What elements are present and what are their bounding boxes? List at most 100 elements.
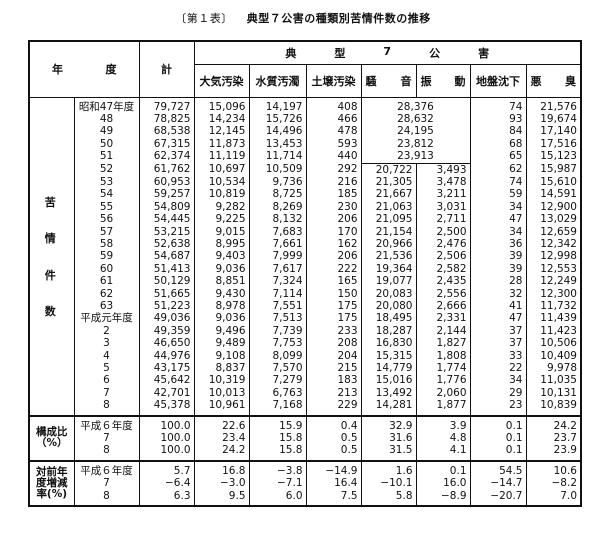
cell-year: 55 (73, 200, 140, 214)
cell-year: 50 (73, 137, 140, 151)
cell-air: 10,961 (193, 399, 250, 416)
cell-year: 49 (73, 125, 140, 138)
cell-subsidence: 29 (469, 386, 527, 400)
cell-noise: 18,287 (360, 324, 417, 338)
cell-vibration: 2,060 (415, 386, 471, 400)
cell-soil: 150 (305, 287, 362, 300)
header-subsidence: 地盤沈下 (469, 63, 527, 98)
cell-vibration: 1,827 (415, 337, 471, 350)
cell-soil: 216 (305, 175, 362, 189)
cell-total: 52,638 (138, 237, 195, 251)
cell-year: 53 (73, 175, 140, 189)
cell-subsidence: 41 (469, 300, 527, 313)
table-row: 56 54,445 9,225 8,132 206 21,095 2,711 47 13,029 (29, 213, 582, 226)
summary-cell-vibration: 3.9 4.8 4.1 (415, 414, 471, 462)
table-row: 61 50,129 8,851 7,324 165 19,077 2,435 28 12,249 (29, 275, 582, 288)
summary-value: −14.7 (490, 477, 523, 490)
summary-years: 平成６年度 7 8 (73, 414, 140, 462)
summary-value: −3.8 (277, 464, 303, 477)
table-row: 58 52,638 8,995 7,661 162 20,966 2,476 36 12,342 (29, 237, 582, 251)
cell-soil: 593 (305, 137, 362, 151)
header-soil: 土壌汚染 (305, 63, 362, 98)
summary-value: 24.2 (553, 419, 577, 432)
cell-soil: 213 (305, 386, 362, 400)
cell-water: 14,496 (248, 125, 307, 138)
summary-value: 0.1 (505, 444, 523, 457)
cell-soil: 165 (305, 275, 362, 288)
complaints-label-chars: 苦情件数 (30, 195, 71, 319)
cell-soil: 222 (305, 262, 362, 276)
cell-odor: 11,439 (525, 312, 582, 325)
cell-soil: 440 (305, 150, 362, 164)
cell-odor: 12,342 (525, 237, 582, 251)
summary-cell-soil: 0.4 0.5 0.5 (305, 414, 362, 462)
cell-vibration: 2,666 (415, 300, 471, 313)
table-row: 7 42,701 10,013 6,763 213 13,492 2,060 29 10,131 (29, 386, 582, 400)
cell-subsidence: 74 (469, 97, 527, 113)
header-water: 水質汚濁 (248, 63, 307, 98)
cell-soil: 208 (305, 337, 362, 350)
cell-vibration: 2,711 (415, 213, 471, 226)
cell-soil: 478 (305, 125, 362, 138)
cell-odor: 12,553 (525, 262, 582, 276)
table-number: 〔第１表〕 (175, 12, 233, 25)
cell-water: 7,617 (248, 262, 307, 276)
cell-subsidence: 36 (469, 237, 527, 251)
summary-cell-air: 16.8 −3.0 9.5 (193, 459, 250, 507)
cell-noise-vibration: 28,376 (360, 97, 471, 113)
summary-year: 平成６年度 (80, 419, 133, 432)
header-year: 年度 (28, 40, 140, 98)
cell-noise-vibration: 23,812 (360, 137, 471, 151)
cell-total: 54,809 (138, 200, 195, 214)
summary-value: 23.7 (553, 432, 577, 445)
summary-value: 22.6 (222, 419, 246, 432)
cell-water: 11,714 (248, 150, 307, 164)
cell-year: 48 (73, 112, 140, 126)
cell-total: 53,215 (138, 225, 195, 238)
complaints-label-char: 苦 (44, 195, 56, 209)
summary-value: −3.0 (220, 477, 246, 490)
cell-year: 63 (73, 300, 140, 313)
summary-value: −20.7 (490, 489, 523, 502)
header-group-char: 典 (285, 46, 297, 60)
header-noise-char: 音 (400, 74, 412, 88)
cell-air: 8,837 (193, 362, 250, 375)
summary-cell-subsidence: 0.1 0.1 0.1 (469, 414, 527, 462)
cell-odor: 11,423 (525, 324, 582, 338)
cell-air: 10,819 (193, 188, 250, 201)
cell-subsidence: 33 (469, 349, 527, 363)
cell-total: 78,825 (138, 112, 195, 126)
summary-value: 32.9 (389, 419, 413, 432)
cell-subsidence: 32 (469, 287, 527, 300)
cell-odor: 11,035 (525, 374, 582, 387)
summary-row: 構成比 （%） 平成６年度 7 8 100.0 100.0 100.0 22.6 23.4 24.2… (28, 414, 582, 462)
cell-soil: 162 (305, 237, 362, 251)
cell-total: 46,650 (138, 337, 195, 350)
cell-noise: 20,722 (360, 163, 417, 176)
summary-value: 23.9 (553, 444, 577, 457)
cell-noise: 13,492 (360, 386, 417, 400)
cell-subsidence: 34 (469, 374, 527, 387)
summary-cell-soil: −14.9 16.4 7.5 (305, 459, 362, 507)
header-group-char: 公 (429, 46, 441, 60)
cell-total: 51,223 (138, 300, 195, 313)
cell-water: 7,551 (248, 300, 307, 313)
cell-soil: 175 (305, 312, 362, 325)
cell-year: 3 (73, 337, 140, 350)
cell-subsidence: 39 (469, 250, 527, 263)
cell-noise: 18,495 (360, 312, 417, 325)
summary-cell-odor: 24.2 23.7 23.9 (525, 414, 582, 462)
cell-subsidence: 22 (469, 362, 527, 375)
complaints-label-char: 数 (44, 304, 56, 318)
cell-year: 4 (73, 349, 140, 363)
table-row: 2 49,359 9,496 7,739 233 18,287 2,144 37 11,423 (29, 324, 582, 338)
cell-year: 2 (73, 324, 140, 338)
cell-air: 10,013 (193, 386, 250, 400)
summary-cell-total: 5.7 −6.4 6.3 (138, 459, 195, 507)
cell-water: 7,999 (248, 250, 307, 263)
cell-noise-vibration: 28,632 (360, 112, 471, 126)
table-row: 4 44,976 9,108 8,099 204 15,315 1,808 33 10,409 (29, 349, 582, 363)
table-title: 〔第１表〕 典型７公害の種類別苦情件数の推移 (0, 10, 606, 26)
cell-noise: 21,536 (360, 250, 417, 263)
